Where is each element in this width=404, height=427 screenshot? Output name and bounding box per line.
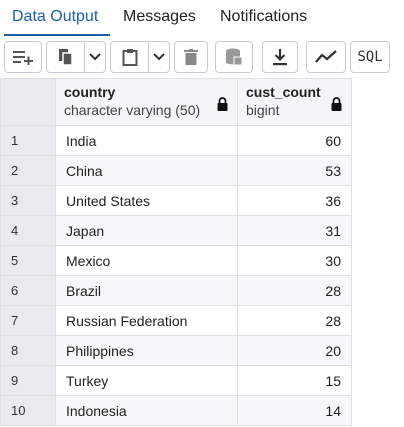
row-number[interactable]: 3 (0, 185, 56, 216)
result-tabs: Data Output Messages Notifications (0, 0, 404, 36)
copy-button[interactable] (47, 42, 84, 72)
column-type: character varying (50) (64, 102, 201, 118)
table-row: 5 Mexico 30 (0, 245, 352, 276)
row-number-header (0, 78, 56, 126)
cell-country[interactable]: China (55, 155, 238, 186)
row-number[interactable]: 4 (0, 215, 56, 246)
cell-cust-count[interactable]: 36 (237, 185, 352, 216)
copy-button-group (46, 41, 106, 73)
add-row-button[interactable] (4, 41, 42, 73)
download-button[interactable] (262, 41, 298, 73)
row-number[interactable]: 5 (0, 245, 56, 276)
chevron-down-icon (153, 53, 165, 61)
results-grid: country character varying (50) cust_coun… (0, 78, 352, 426)
column-name: country (64, 84, 116, 100)
table-row: 4 Japan 31 (0, 215, 352, 246)
cell-country[interactable]: Indonesia (55, 395, 238, 426)
column-header-cust-count[interactable]: cust_count bigint (237, 78, 352, 126)
column-type: bigint (246, 102, 280, 118)
row-number[interactable]: 1 (0, 125, 56, 156)
paste-options-button[interactable] (148, 42, 169, 72)
data-toolbar: SQL (0, 36, 404, 78)
table-row: 1 India 60 (0, 125, 352, 156)
cell-country[interactable]: Mexico (55, 245, 238, 276)
download-icon (273, 49, 287, 66)
paste-icon (122, 49, 138, 66)
cell-country[interactable]: Japan (55, 215, 238, 246)
cell-cust-count[interactable]: 15 (237, 365, 352, 396)
graph-icon (315, 50, 337, 63)
cell-country[interactable]: India (55, 125, 238, 156)
delete-button[interactable] (174, 41, 208, 73)
cell-country[interactable]: Turkey (55, 365, 238, 396)
table-row: 2 China 53 (0, 155, 352, 186)
delete-icon (184, 49, 198, 65)
tab-messages[interactable]: Messages (123, 8, 196, 25)
cell-cust-count[interactable]: 31 (237, 215, 352, 246)
row-number[interactable]: 8 (0, 335, 56, 366)
row-number[interactable]: 6 (0, 275, 56, 306)
cell-country[interactable]: United States (55, 185, 238, 216)
copy-icon (58, 49, 73, 66)
tab-data-output[interactable]: Data Output (4, 0, 110, 36)
row-number[interactable]: 2 (0, 155, 56, 186)
row-number[interactable]: 7 (0, 305, 56, 336)
cell-country[interactable]: Russian Federation (55, 305, 238, 336)
cell-country[interactable]: Philippines (55, 335, 238, 366)
header-row: country character varying (50) cust_coun… (0, 78, 352, 126)
cell-cust-count[interactable]: 53 (237, 155, 352, 186)
copy-options-button[interactable] (84, 42, 105, 72)
table-row: 6 Brazil 28 (0, 275, 352, 306)
add-row-icon (13, 51, 33, 65)
cell-cust-count[interactable]: 14 (237, 395, 352, 426)
table-row: 9 Turkey 15 (0, 365, 352, 396)
cell-cust-count[interactable]: 28 (237, 305, 352, 336)
column-header-country[interactable]: country character varying (50) (55, 78, 238, 126)
column-name: cust_count (246, 84, 321, 100)
lock-icon (217, 97, 228, 111)
cell-cust-count[interactable]: 60 (237, 125, 352, 156)
row-number[interactable]: 9 (0, 365, 56, 396)
cell-cust-count[interactable]: 30 (237, 245, 352, 276)
save-data-button[interactable] (215, 41, 253, 73)
tab-notifications[interactable]: Notifications (220, 8, 308, 25)
graph-visualiser-button[interactable] (306, 41, 346, 73)
cell-cust-count[interactable]: 28 (237, 275, 352, 306)
save-data-icon (226, 48, 243, 66)
row-number[interactable]: 10 (0, 395, 56, 426)
paste-button[interactable] (111, 42, 148, 72)
cell-cust-count[interactable]: 20 (237, 335, 352, 366)
lock-icon (331, 97, 342, 111)
sql-button[interactable]: SQL (350, 41, 390, 73)
table-row: 8 Philippines 20 (0, 335, 352, 366)
chevron-down-icon (89, 53, 101, 61)
table-row: 3 United States 36 (0, 185, 352, 216)
paste-button-group (110, 41, 170, 73)
cell-country[interactable]: Brazil (55, 275, 238, 306)
table-row: 7 Russian Federation 28 (0, 305, 352, 336)
table-row: 10 Indonesia 14 (0, 395, 352, 426)
